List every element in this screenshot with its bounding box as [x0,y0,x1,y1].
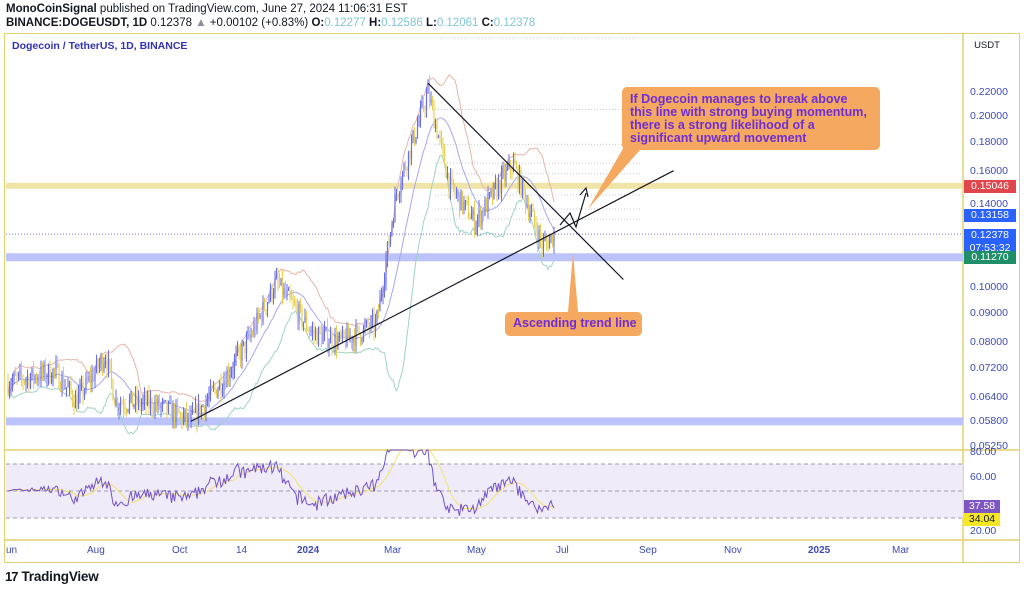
price-tick: 0.08000 [970,335,1008,348]
ohlc-info: BINANCE:DOGEUSDT, 1D 0.12378 ▲ +0.00102 … [6,17,535,29]
low-label: L: [425,17,437,29]
tradingview-logo-icon: 17 [5,569,19,584]
price-badge: 0.15046 [964,180,1016,193]
price-tick: 0.22000 [970,86,1008,98]
callout-breakout[interactable]: If Dogecoin manages to break above this … [622,87,880,150]
callout-ascending-trend[interactable]: Ascending trend line [505,312,642,336]
price-badge: 0.11270 [964,251,1016,264]
price-badge: 0.13158 [964,209,1016,222]
price-tick: 0.09000 [970,306,1008,319]
time-tick: Mar [892,545,910,556]
time-tick: Jul [556,545,569,556]
price-change: +0.00102 (+0.83%) [209,17,309,29]
high-label: H: [369,17,382,29]
tradingview-footer: 17 TradingView [5,569,99,584]
rsi-badge: 34.04 [964,513,1000,526]
time-tick: Oct [172,545,188,556]
time-tick: Sep [639,545,657,556]
price-tick: 0.05250 [970,440,1008,452]
time-tick: 14 [236,545,248,556]
time-tick: Nov [724,545,742,556]
close-value: 0.12378 [493,17,536,29]
brand-name: TradingView [21,569,99,584]
time-tick: un [6,545,18,556]
price-tick: 0.06400 [970,391,1008,404]
time-tick: 2025 [808,545,831,556]
price-badge: 0.12378 07:53:32 [964,229,1016,255]
author-name[interactable]: MonoCoinSignal [6,3,97,15]
time-tick: Mar [384,545,402,556]
price-tick: 0.05800 [970,415,1008,428]
time-tick: 2024 [297,545,320,556]
rsi-tick: 80.00 [970,446,997,458]
symbol: BINANCE:DOGEUSDT, 1D [6,17,148,29]
price-tick: 0.14000 [970,197,1008,210]
rsi-tick: 60.00 [970,471,997,483]
price-tick: 0.10000 [970,280,1008,293]
price-tick: 0.07200 [970,361,1008,374]
chart-legend-title[interactable]: Dogecoin / TetherUS, 1D, BINANCE [12,40,188,52]
close-label: C: [481,17,494,29]
price-tick: 0.18000 [970,135,1008,148]
open-value: 0.12277 [324,17,366,29]
price-tick: 0.20000 [970,109,1008,122]
price-tick: 0.16000 [970,164,1008,177]
last-price: 0.12378 [150,17,192,29]
rsi-tick: 20.00 [970,525,997,537]
change-arrow-icon: ▲ [195,17,207,29]
low-value: 0.12061 [436,17,479,29]
published-text: published on TradingView.com, June 27, 2… [99,3,408,15]
publish-info: MonoCoinSignal published on TradingView.… [6,3,408,15]
time-tick: Aug [87,545,105,556]
currency-label[interactable]: USDT [967,38,1007,54]
time-tick: May [467,545,486,556]
high-value: 0.12586 [381,17,423,29]
chart-frame [4,33,1020,563]
rsi-badge: 37.58 [964,500,1000,513]
open-label: O: [311,17,325,29]
